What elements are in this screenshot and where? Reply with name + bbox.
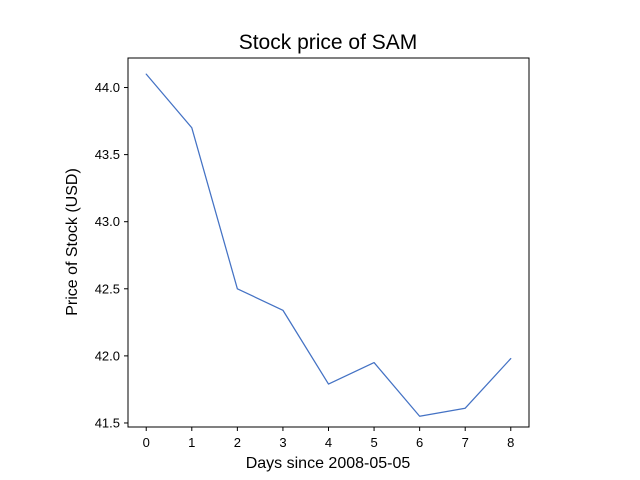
chart-title: Stock price of SAM <box>239 31 418 54</box>
x-axis-ticks: 0 1 2 3 4 5 6 7 8 <box>143 427 514 450</box>
x-tick-label: 2 <box>234 435 241 450</box>
x-tick-label: 4 <box>325 435 332 450</box>
x-tick-label: 5 <box>370 435 377 450</box>
price-series-line <box>145 73 512 417</box>
x-tick-label: 0 <box>143 435 150 450</box>
x-axis-label: Days since 2008-05-05 <box>246 455 411 472</box>
y-tick-label: 44.0 <box>95 80 120 95</box>
x-tick-label: 7 <box>462 435 469 450</box>
x-tick-label: 1 <box>188 435 195 450</box>
y-tick-label: 42.0 <box>95 348 120 363</box>
x-tick-label: 8 <box>507 435 514 450</box>
plot-frame <box>127 57 530 428</box>
x-tick-label: 6 <box>416 435 423 450</box>
y-tick-label: 43.5 <box>95 147 120 162</box>
y-tick-label: 43.0 <box>95 214 120 229</box>
series-layer <box>145 73 512 417</box>
x-tick-label: 3 <box>279 435 286 450</box>
y-axis-ticks: 41.5 42.0 42.5 43.0 43.5 44.0 <box>95 80 128 430</box>
y-tick-label: 42.5 <box>95 281 120 296</box>
y-tick-label: 41.5 <box>95 415 120 430</box>
y-axis-label: Price of Stock (USD) <box>64 168 81 316</box>
